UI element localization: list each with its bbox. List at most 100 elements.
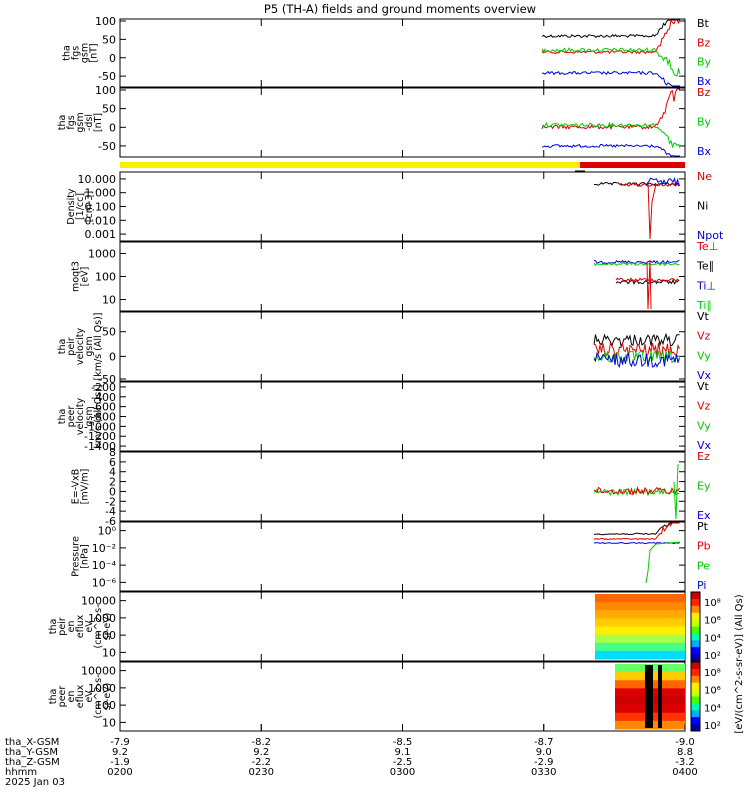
ephemeris-value: 9.2 bbox=[253, 747, 269, 758]
ylabel-line: E=-VxB bbox=[71, 469, 82, 504]
legend-vy: Vy bbox=[697, 349, 711, 362]
plot-title: P5 (TH-A) fields and ground moments over… bbox=[264, 2, 536, 16]
ylabel-pressure: Pressure[nPa] bbox=[71, 536, 91, 577]
colorbar-1: 10⁸ 10⁶ 10⁴ 10² bbox=[690, 591, 721, 662]
legend-ez: Ez bbox=[697, 450, 710, 463]
panel-frame bbox=[119, 87, 686, 158]
series-by bbox=[541, 47, 681, 77]
ylabel-line: gsm bbox=[84, 406, 95, 426]
ylabel-density: Density[1/cc][cm-3] bbox=[66, 188, 95, 224]
colorbar-segment bbox=[691, 689, 700, 697]
ytick-label: -1000 bbox=[84, 420, 116, 433]
ytick-label: -200 bbox=[91, 381, 116, 394]
ylabel-temperature: moqt3[eV] bbox=[71, 261, 91, 292]
ylabel-line: gsm bbox=[84, 336, 95, 356]
colorbar-frame bbox=[690, 661, 701, 732]
ephemeris-value: -2.5 bbox=[393, 757, 413, 768]
panel-ion-spectrogram: 10000100010010thapeirenefluxeV(cm^2-s-sr… bbox=[48, 591, 686, 662]
ytick-label: -50 bbox=[98, 373, 116, 386]
legend-ne: Ne bbox=[697, 170, 712, 183]
date-label: 2025 Jan 03 bbox=[5, 777, 65, 788]
series-bx bbox=[541, 70, 680, 87]
ephemeris-value: -3.2 bbox=[675, 757, 695, 768]
ytick-label: -1200 bbox=[84, 430, 116, 443]
ylabel-line: -dsl bbox=[84, 114, 95, 131]
ephemeris-value: 9.1 bbox=[395, 747, 411, 758]
ytick-label: 6 bbox=[109, 456, 116, 469]
colorbar-segment bbox=[691, 654, 700, 662]
colorbar-segment bbox=[691, 640, 700, 648]
ephemeris-value: -8.7 bbox=[534, 737, 554, 748]
legend-bt: Bt bbox=[697, 17, 710, 30]
ephemeris-value: 9.0 bbox=[536, 747, 552, 758]
legend-by: By bbox=[697, 56, 712, 69]
ytick-label: 10000 bbox=[81, 665, 116, 678]
colorbar-segment bbox=[691, 619, 700, 627]
ephemeris-value: 9.2 bbox=[112, 747, 128, 758]
ylabel-line: moqt3 bbox=[71, 261, 82, 292]
ytick-label: 50 bbox=[102, 326, 116, 339]
spectrogram-band bbox=[595, 626, 685, 636]
ytick-label: -400 bbox=[91, 391, 116, 404]
series-by bbox=[541, 121, 681, 149]
colorbar-segment bbox=[691, 717, 700, 725]
legend-bz: Bz bbox=[697, 86, 711, 99]
panel-frame bbox=[119, 241, 686, 312]
series-ey-spike bbox=[673, 463, 679, 520]
ytick-label: 1000 bbox=[88, 248, 116, 261]
ytick-label: 50 bbox=[102, 103, 116, 116]
ylabel-line: tha bbox=[48, 619, 59, 635]
ephemeris-value: -8.5 bbox=[393, 737, 413, 748]
spectrogram-gap bbox=[645, 665, 653, 728]
ytick-label: 0 bbox=[109, 485, 116, 498]
series-bt bbox=[541, 19, 680, 39]
ytick-label: -2 bbox=[105, 495, 116, 508]
ytick-label: 1000 bbox=[88, 682, 116, 695]
ytick-label: 4 bbox=[109, 466, 116, 479]
ephemeris-value: 0330 bbox=[531, 767, 556, 778]
series-bz bbox=[541, 88, 680, 131]
spectrogram-gap bbox=[658, 665, 662, 728]
ytick-label: 10 bbox=[102, 294, 116, 307]
ylabel-line: gsm bbox=[80, 43, 91, 63]
panel-frame bbox=[119, 451, 686, 522]
ytick-label: 0 bbox=[109, 350, 116, 363]
ephemeris-value: -1.9 bbox=[110, 757, 130, 768]
ylabel-line: [km/s (All Qs)] bbox=[93, 313, 104, 381]
ylabel-line: gsm bbox=[75, 112, 86, 132]
colorbar-segment bbox=[691, 696, 700, 704]
ylabel-line: eflux bbox=[75, 614, 86, 638]
colorbar-segment bbox=[691, 710, 700, 718]
series-ne-dip bbox=[647, 181, 657, 240]
ylabel-line: eV bbox=[84, 690, 95, 703]
colorbar-segment bbox=[691, 662, 700, 670]
ylabel-line: fgs bbox=[66, 115, 77, 129]
ylabel-line: en bbox=[66, 621, 77, 633]
legend-bx: Bx bbox=[697, 75, 712, 88]
legend-te: Te∥ bbox=[696, 260, 714, 273]
legend-vt: Vt bbox=[697, 310, 710, 323]
series-te-dip bbox=[646, 259, 652, 310]
colorbar-tick: 10² bbox=[704, 651, 721, 662]
ytick-label: -50 bbox=[98, 70, 116, 83]
series-ti-par bbox=[593, 261, 680, 267]
ylabel-line: en bbox=[66, 691, 77, 703]
colorbar-frame bbox=[690, 591, 701, 662]
colorbar-2: 10⁸ 10⁶ 10⁴ 10² bbox=[690, 661, 721, 732]
ytick-label: 0 bbox=[109, 52, 116, 65]
legend-vx: Vx bbox=[697, 369, 712, 382]
panel-frame bbox=[119, 381, 686, 452]
colorbar-label: [eV/(cm^2-s-sr-eV)] (All Qs) bbox=[734, 594, 745, 733]
colorbar-segment bbox=[691, 598, 700, 607]
ylabel-line: [nT] bbox=[93, 113, 104, 132]
colorbar-tick: 10² bbox=[704, 721, 721, 732]
ylabel-line: (cm^2-s- bbox=[93, 675, 104, 719]
legend-npot: Npot bbox=[697, 229, 724, 242]
colorbar-segment bbox=[691, 612, 700, 621]
legend-pt: Pt bbox=[697, 520, 709, 533]
